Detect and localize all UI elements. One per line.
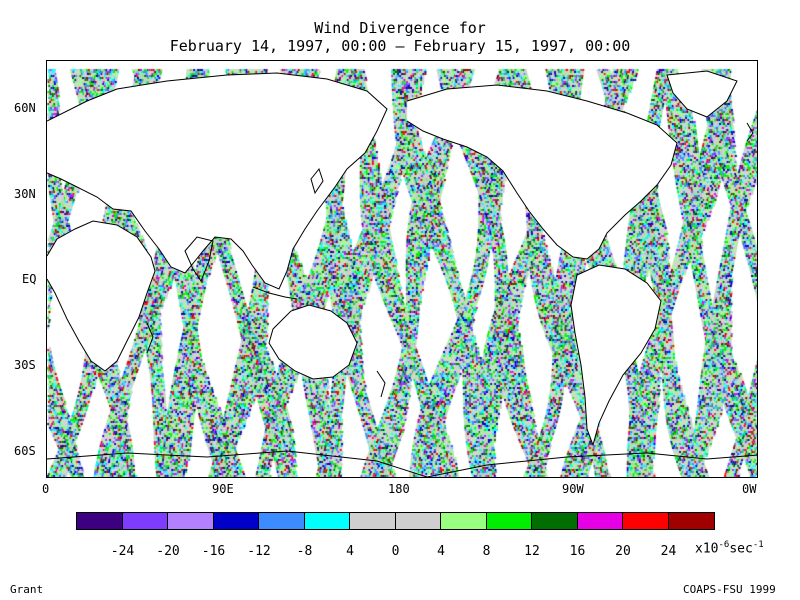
color-legend-swatch xyxy=(441,513,487,529)
color-legend xyxy=(76,512,715,530)
world-map xyxy=(46,60,758,478)
africa-coastline xyxy=(47,220,156,372)
color-legend-tick-label: -8 xyxy=(296,544,313,559)
color-legend-tick-label: -24 xyxy=(110,544,135,559)
institution-credit: COAPS-FSU 1999 xyxy=(683,583,776,596)
map-subtitle-date-range: February 14, 1997, 00:00 – February 15, … xyxy=(169,37,631,55)
color-legend-swatch xyxy=(168,513,214,529)
units-label: x10-6sec-1 xyxy=(695,540,764,557)
color-legend-swatch xyxy=(259,513,305,529)
north-america-coastline xyxy=(406,84,678,260)
color-legend-swatch xyxy=(623,513,669,529)
lon-label-0w: 0W xyxy=(742,482,757,496)
color-legend-tick-label: 0 xyxy=(391,544,400,559)
lat-label-30n: 30N xyxy=(14,187,36,201)
color-legend-swatch xyxy=(77,513,123,529)
color-legend-tick-label: -20 xyxy=(156,544,180,559)
color-legend-swatch xyxy=(486,513,532,529)
color-legend-tick-label: -12 xyxy=(247,544,271,559)
color-legend-tick-label: 4 xyxy=(437,544,445,559)
map-title: Wind Divergence for xyxy=(314,19,486,37)
color-legend-swatch xyxy=(122,513,168,529)
eurasia-coastline xyxy=(47,72,388,290)
color-legend-tick-label: 24 xyxy=(660,544,677,559)
lat-label-eq: EQ xyxy=(22,272,37,286)
coastline-layer xyxy=(47,70,757,477)
lat-label-60s: 60S xyxy=(14,444,36,458)
greenland-coastline xyxy=(666,70,738,118)
australia-coastline xyxy=(268,304,358,380)
india-coastline xyxy=(184,236,214,283)
lon-label-90w: 90W xyxy=(562,482,584,496)
color-legend-tick-label: 12 xyxy=(524,544,540,559)
antarctica-coastline xyxy=(47,450,757,477)
divergence-swath-layer xyxy=(47,61,757,477)
uk-coastline xyxy=(746,122,754,142)
color-legend-swatch xyxy=(304,513,350,529)
color-legend-swatch xyxy=(350,513,396,529)
color-legend-tick-label: 4 xyxy=(346,544,354,559)
madagascar-coastline xyxy=(146,322,154,354)
author-credit: Grant xyxy=(10,583,44,596)
lon-label-180: 180 xyxy=(388,482,410,496)
japan-coastline xyxy=(310,167,324,195)
color-legend-swatch xyxy=(577,513,623,529)
lat-label-60n: 60N xyxy=(14,101,36,115)
color-legend-swatch xyxy=(395,513,441,529)
south-america-coastline xyxy=(570,264,662,447)
color-legend-swatch xyxy=(532,513,578,529)
indonesia-coastline xyxy=(252,286,298,300)
color-legend-tick-label: 8 xyxy=(482,544,491,559)
color-legend-swatch xyxy=(668,513,714,529)
color-legend-tick-label: 16 xyxy=(569,544,586,559)
color-legend-swatch xyxy=(213,513,259,529)
color-legend-tick-label: 20 xyxy=(615,544,631,559)
lat-label-30s: 30S xyxy=(14,358,36,372)
new-zealand-coastline xyxy=(376,370,386,398)
lon-label-0: 0 xyxy=(42,482,50,496)
lon-label-90e: 90E xyxy=(212,482,234,496)
color-legend-tick-label: -16 xyxy=(201,544,226,559)
